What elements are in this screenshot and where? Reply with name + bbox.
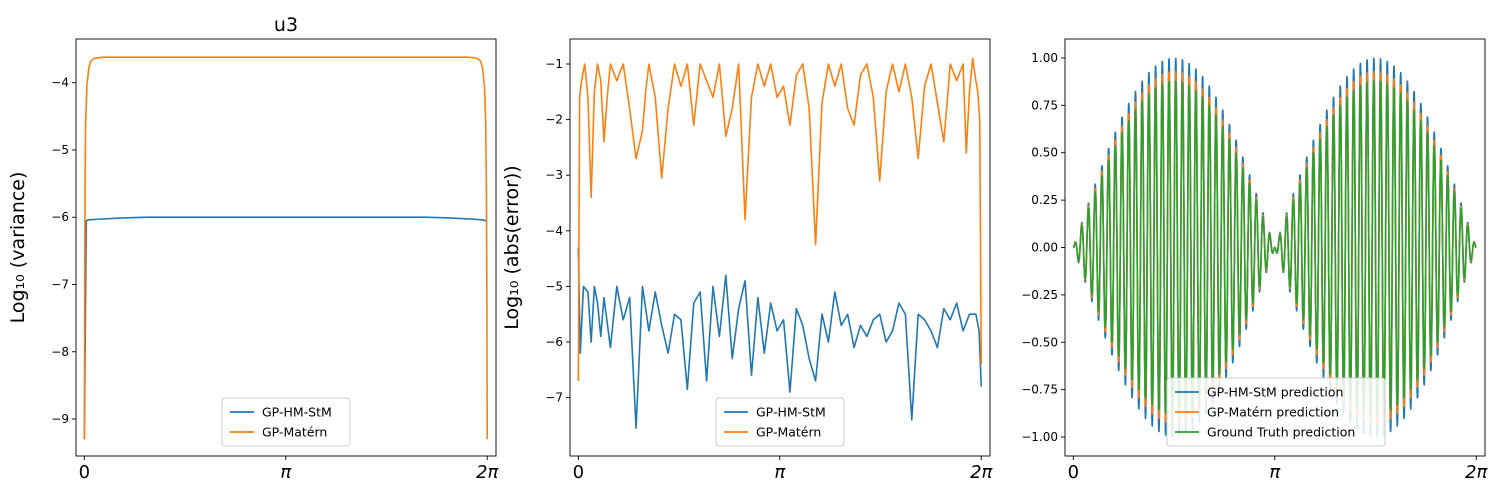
y-tick-label-1: −4 bbox=[51, 76, 69, 90]
y-tick-label-7: −7 bbox=[545, 391, 563, 405]
series-line-1 bbox=[83, 216, 488, 440]
series-line-2 bbox=[577, 57, 983, 381]
legend-label-1: GP-HM-StM bbox=[756, 405, 826, 420]
y-tick-label-5: −8 bbox=[51, 345, 69, 359]
legend-box bbox=[715, 397, 845, 447]
legend-label-2: GP-Matérn bbox=[756, 425, 821, 440]
y-tick-label-6: −9 bbox=[51, 412, 69, 426]
plot-area bbox=[83, 56, 489, 440]
x-tick-label-1: 0 bbox=[79, 462, 90, 483]
y-tick-label-1: −1 bbox=[545, 57, 563, 71]
y-tick-label-2: −5 bbox=[51, 143, 69, 157]
y-tick-label-4: −4 bbox=[545, 224, 563, 238]
y-tick-label-1: 1.00 bbox=[1031, 51, 1058, 65]
y-tick-label-4: 0.25 bbox=[1031, 193, 1058, 207]
y-tick-label-9: −1.00 bbox=[1021, 430, 1058, 444]
legend-label-1: GP-HM-StM prediction bbox=[1207, 385, 1343, 400]
chart-panel-3: 0 π 2π 1.00 0.75 0.50 0.25 0.00 −0.25 −0.50 −0.75 −… bbox=[1021, 38, 1489, 483]
chart-title: u3 bbox=[274, 14, 298, 36]
y-tick-label-5: 0.00 bbox=[1031, 241, 1058, 255]
chart-panel-2: 0 π 2π −1 −2 −3 −4 −5 −6 −7 Log₁₀ (abs(error)) GP-H… bbox=[501, 38, 994, 483]
x-tick-label-1: 0 bbox=[573, 462, 584, 483]
y-tick-label-3: −3 bbox=[545, 168, 563, 182]
y-axis-label: Log₁₀ (variance) bbox=[7, 172, 29, 324]
y-tick-label-8: −0.75 bbox=[1021, 383, 1058, 397]
legend: GP-HM-StM GP-Matérn bbox=[221, 397, 351, 447]
legend-box bbox=[221, 397, 351, 447]
x-tick-label-3: 2π bbox=[1465, 462, 1488, 483]
y-tick-label-6: −6 bbox=[545, 335, 563, 349]
chart-panel-1: 0 π 2π −4 −5 −6 −7 −8 −9 u3 Log₁₀ (variance) GP-HM-… bbox=[7, 14, 500, 483]
series-line-1 bbox=[577, 247, 983, 429]
y-tick-label-4: −7 bbox=[51, 277, 69, 291]
legend-box bbox=[1166, 377, 1386, 447]
legend-label-2: GP-Matérn bbox=[262, 425, 327, 440]
y-tick-label-5: −5 bbox=[545, 279, 563, 293]
legend-label-3: Ground Truth prediction bbox=[1207, 425, 1355, 440]
legend-label-2: GP-Matérn prediction bbox=[1207, 405, 1339, 420]
x-tick-label-2: π bbox=[280, 462, 292, 483]
x-tick-label-2: π bbox=[1269, 462, 1281, 483]
series-line-3 bbox=[1072, 80, 1477, 415]
legend: GP-HM-StM prediction GP-Matérn prediction… bbox=[1166, 377, 1386, 447]
y-tick-label-6: −0.25 bbox=[1021, 288, 1058, 302]
plot-area bbox=[1072, 57, 1477, 438]
plot-area bbox=[577, 57, 983, 429]
y-tick-label-3: −6 bbox=[51, 210, 69, 224]
axes-frame bbox=[569, 38, 991, 457]
x-tick-label-3: 2π bbox=[970, 462, 993, 483]
axes-frame bbox=[75, 38, 497, 457]
legend: GP-HM-StM GP-Matérn bbox=[715, 397, 845, 447]
legend-label-1: GP-HM-StM bbox=[262, 405, 332, 420]
y-axis-label: Log₁₀ (abs(error)) bbox=[501, 165, 523, 329]
y-tick-label-3: 0.50 bbox=[1031, 146, 1058, 160]
x-tick-label-3: 2π bbox=[476, 462, 499, 483]
y-tick-label-2: 0.75 bbox=[1031, 98, 1058, 112]
x-tick-label-1: 0 bbox=[1068, 462, 1079, 483]
x-tick-label-2: π bbox=[774, 462, 786, 483]
y-tick-label-2: −2 bbox=[545, 113, 563, 127]
series-line-2 bbox=[83, 56, 489, 440]
y-tick-label-7: −0.50 bbox=[1021, 335, 1058, 349]
